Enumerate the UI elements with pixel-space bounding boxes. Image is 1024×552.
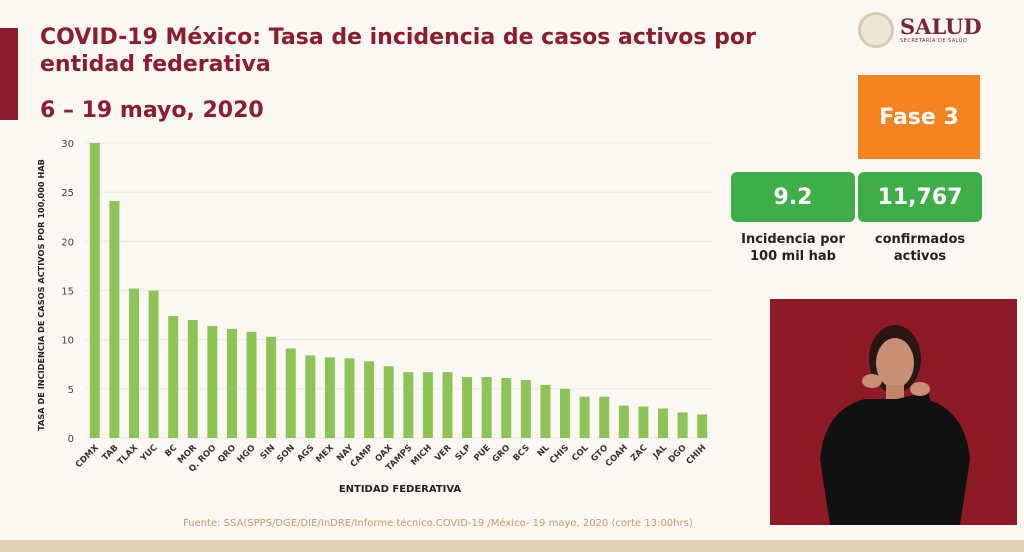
logo-subtitle: SECRETARÍA DE SALUD [900,38,968,44]
x-tick-label: BCS [511,443,532,464]
bar [285,348,296,438]
y-axis-label: TASA DE INCIDENCIA DE CASOS ACTIVOS POR … [36,159,46,431]
y-tick-label: 10 [61,336,74,347]
bar [520,379,531,438]
x-tick-label: CAMP [349,443,376,470]
x-tick-label: GRO [491,443,513,465]
salud-logo: SALUD SECRETARÍA DE SALUD [858,12,982,48]
interpreter-silhouette [820,325,970,525]
x-tick-label: MICH [409,443,434,468]
source-note: Fuente: SSA(SPPS/DGE/DIE/InDRE/Informe t… [183,518,693,529]
bar [109,201,120,438]
y-tick-label: 20 [61,237,74,248]
accent-bar [0,28,18,120]
bar [305,355,316,438]
x-tick-label: VER [433,443,454,464]
x-tick-label: MEX [314,443,336,465]
x-tick-label: ZAC [629,443,649,463]
bar [697,414,708,438]
x-tick-label: CHIS [548,443,571,466]
bar [540,384,551,438]
bar [442,372,453,438]
page-title: COVID-19 México: Tasa de incidencia de c… [40,25,756,77]
bar [422,372,433,438]
incidence-label: Incidencia por 100 mil hab [741,232,845,264]
bar [481,377,492,438]
bar [383,366,394,438]
bar [638,406,649,438]
bar [599,396,610,438]
confirmed-value: 11,767 [858,172,982,222]
y-tick-label: 5 [68,385,74,396]
bar [579,396,590,438]
y-tick-label: 25 [61,188,74,199]
bar [266,336,277,438]
x-axis-label: ENTIDAD FEDERATIVA [339,484,462,495]
bar [364,361,375,438]
x-tick-label: SLP [454,443,474,463]
bar [89,143,100,438]
bar [560,388,571,438]
date-range: 6 – 19 mayo, 2020 [40,98,264,123]
x-tick-label: HGO [236,443,258,465]
bar [501,378,512,438]
bar [187,320,198,438]
bar [168,316,179,438]
x-tick-label: TLAX [116,443,141,468]
phase-badge: Fase 3 [858,75,980,159]
bar [207,325,218,438]
x-tick-label: AGS [295,443,316,464]
y-tick-label: 15 [61,287,74,298]
bar [677,412,688,438]
x-tick-label: COAH [604,443,630,469]
bar [462,377,473,438]
bar [128,288,139,438]
incidence-value: 9.2 [731,172,855,222]
x-tick-label: SIN [259,443,278,462]
y-tick-label: 30 [61,139,74,150]
footer-band [0,540,1024,552]
x-tick-label: QRO [216,443,238,465]
logo-name: SALUD [900,14,982,39]
sign-language-video [770,299,1017,525]
x-tick-label: SON [275,443,297,465]
seal-icon [858,12,894,48]
bar [324,357,335,438]
x-tick-label: PUE [472,443,493,464]
bar [246,331,257,438]
bar [403,372,414,438]
x-tick-label: COL [570,443,591,464]
confirmed-label: confirmados activos [874,232,966,264]
bar [658,408,669,438]
y-tick-label: 0 [68,434,74,445]
bar [226,328,237,438]
bar [618,405,629,438]
x-tick-label: YUC [138,443,159,464]
x-tick-label: CDMX [74,443,101,470]
bar [344,358,355,438]
bar [148,290,159,438]
x-tick-label: CHIH [685,443,709,467]
